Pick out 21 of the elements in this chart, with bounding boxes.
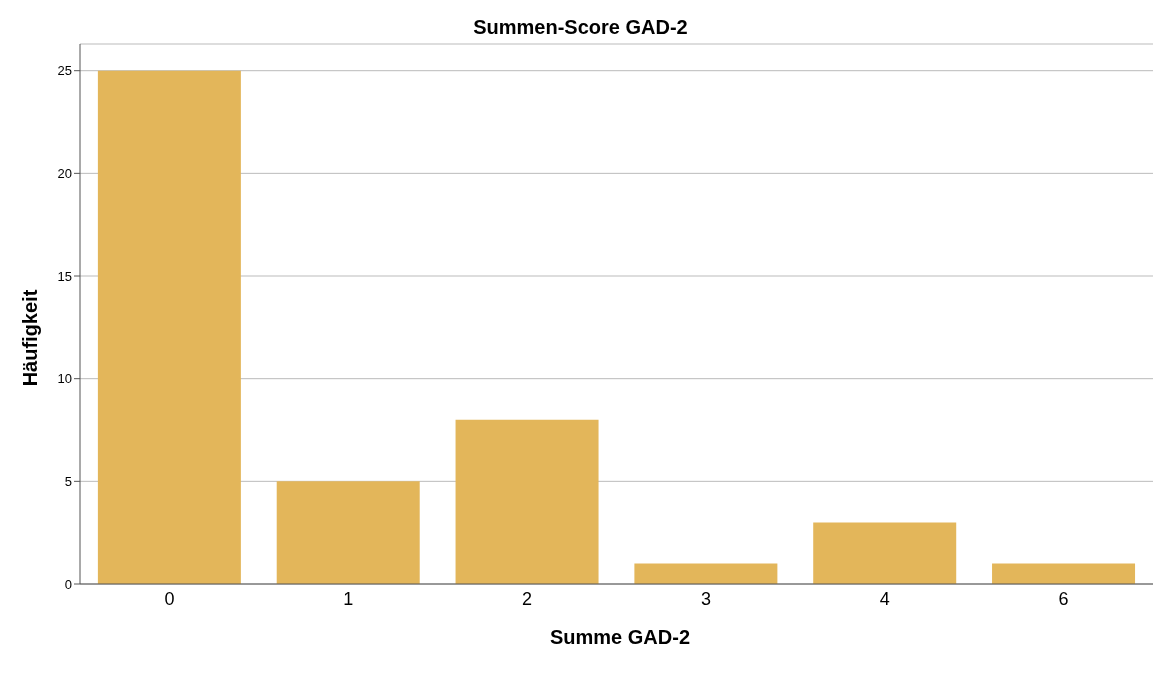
x-tick-label: 2 [522,588,533,609]
x-tick-label: 1 [343,588,354,609]
y-tick-label: 5 [64,473,72,489]
bar [634,563,778,584]
x-tick-label: 6 [1058,588,1069,609]
y-tick-label: 10 [57,371,72,387]
x-tick-label: 0 [164,588,175,609]
bar [97,70,241,584]
bar [813,522,957,584]
x-tick-label: 4 [879,588,890,609]
y-axis-title: Häufigkeit [18,289,42,387]
chart-title: Summen-Score GAD-2 [472,16,689,39]
x-axis-title: Summe GAD-2 [549,626,691,649]
bar [455,419,599,584]
bar [276,481,420,584]
y-tick-label: 20 [57,165,72,181]
y-tick-label: 15 [57,268,72,284]
bar [992,563,1136,584]
x-tick-label: 3 [700,588,711,609]
y-tick-label: 0 [64,576,72,592]
y-tick-label: 25 [57,63,72,79]
